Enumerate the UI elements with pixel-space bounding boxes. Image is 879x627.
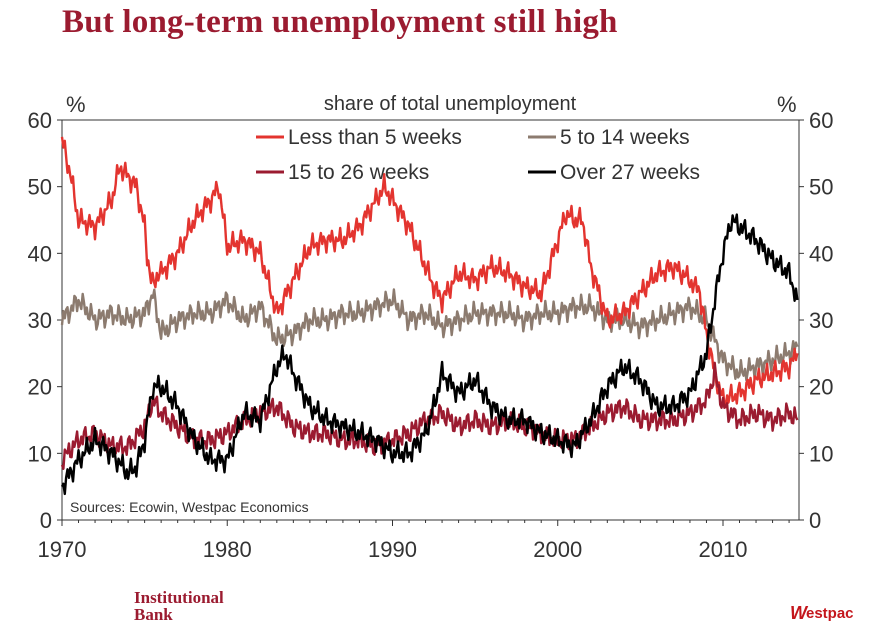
y-tick-label-left: 50: [28, 175, 52, 200]
axis-ticks: 0 0 10 10 20 20 30 30 40 40 50 50 60 60 1970 1980 1990 20…: [28, 108, 834, 562]
unemployment-chart: % % share of total unemployment 0 0 10 10 20…: [28, 92, 834, 562]
westpac-logo: W estpac: [790, 603, 854, 624]
chart-title: But long-term unemployment still high: [62, 4, 618, 40]
y-tick-label-right: 0: [809, 508, 821, 533]
y-tick-label-right: 40: [809, 241, 833, 266]
legend-label: Less than 5 weeks: [288, 126, 462, 149]
right-unit-label: %: [777, 92, 797, 117]
institutional-bank-logo: Institutional Bank: [134, 588, 224, 624]
westpac-logo-text: estpac: [806, 605, 854, 622]
y-tick-label-left: 40: [28, 241, 52, 266]
y-tick-label-left: 30: [28, 308, 52, 333]
westpac-logo-mark: W: [790, 603, 807, 623]
series-line-1: [60, 288, 799, 382]
x-tick-label: 1970: [38, 537, 87, 562]
chart-subtitle: share of total unemployment: [324, 93, 577, 115]
x-tick-label: 1980: [203, 537, 252, 562]
legend-label: 15 to 26 weeks: [288, 161, 429, 184]
y-tick-label-left: 20: [28, 375, 52, 400]
y-tick-label-right: 60: [809, 108, 833, 133]
x-tick-label: 1990: [368, 537, 417, 562]
legend-label: Over 27 weeks: [560, 161, 700, 184]
left-unit-label: %: [66, 92, 86, 117]
y-tick-label-right: 50: [809, 175, 833, 200]
series-lines: [60, 136, 799, 496]
series-line-3: [60, 213, 799, 496]
source-note: Sources: Ecowin, Westpac Economics: [70, 499, 309, 515]
y-tick-label-right: 20: [809, 375, 833, 400]
y-tick-label-left: 0: [40, 508, 52, 533]
legend: Less than 5 weeks 5 to 14 weeks 15 to 26 w…: [256, 126, 700, 184]
legend-label: 5 to 14 weeks: [560, 126, 690, 149]
series-line-0: [60, 136, 799, 409]
x-tick-label: 2010: [699, 537, 748, 562]
y-tick-label-left: 60: [28, 108, 52, 133]
x-tick-label: 2000: [533, 537, 582, 562]
y-tick-label-right: 10: [809, 441, 833, 466]
y-tick-label-right: 30: [809, 308, 833, 333]
y-tick-label-left: 10: [28, 441, 52, 466]
